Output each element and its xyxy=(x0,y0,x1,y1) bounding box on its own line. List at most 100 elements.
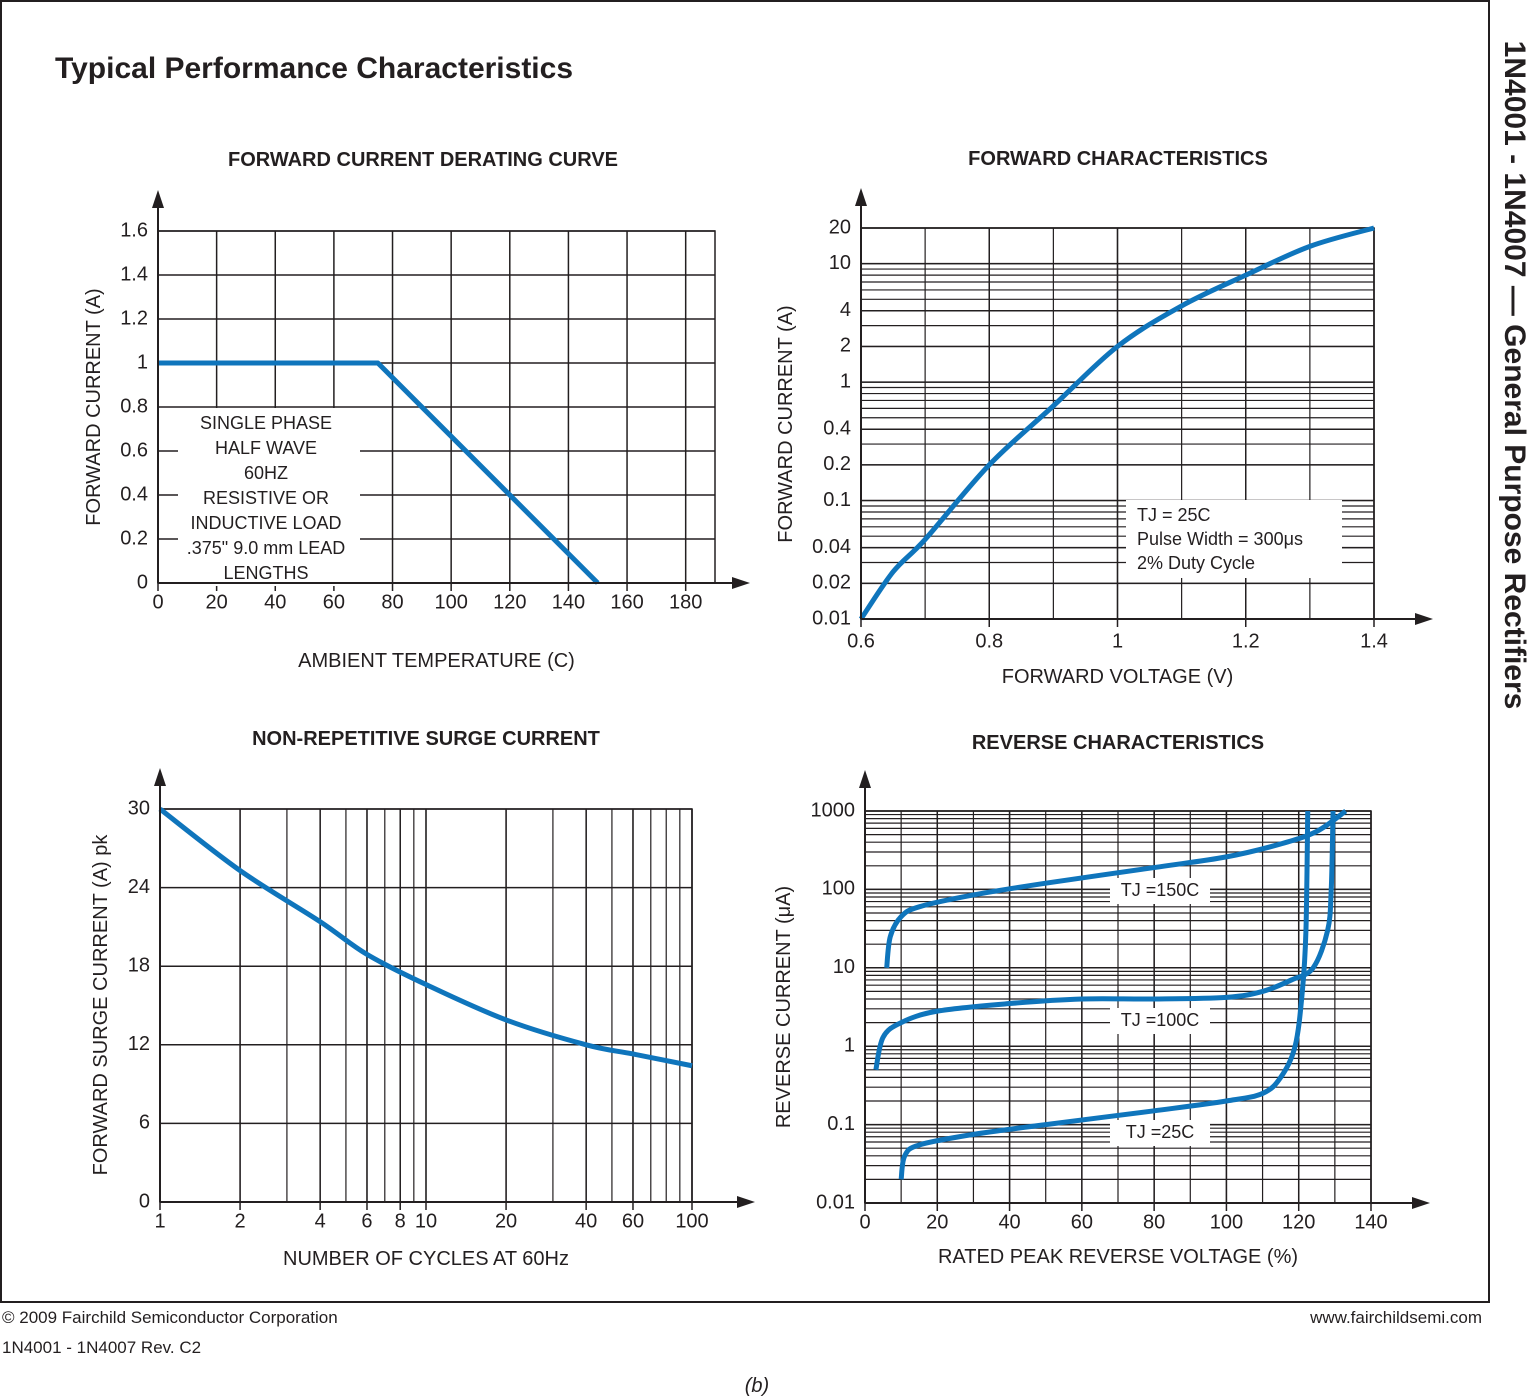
y-tick-label: 0.02 xyxy=(812,572,851,594)
y-axis-label: FORWARD CURRENT (A) xyxy=(775,305,797,542)
y-tick-label: 0.6 xyxy=(120,439,148,461)
y-tick-label: 1.2 xyxy=(120,307,148,329)
annotation: RESISTIVE OR xyxy=(203,488,329,508)
x-tick-label: 60 xyxy=(323,591,345,613)
x-axis-label: AMBIENT TEMPERATURE (C) xyxy=(298,650,575,672)
curve xyxy=(158,807,693,1069)
x-tick-label: 20 xyxy=(926,1211,948,1233)
y-axis-label: FORWARD CURRENT (A) xyxy=(83,288,105,525)
annotation: INDUCTIVE LOAD xyxy=(190,513,341,533)
x-tick-label: 140 xyxy=(1354,1211,1387,1233)
y-tick-label: 0.01 xyxy=(816,1191,855,1213)
annotation-bg xyxy=(178,408,360,586)
y-tick-label: 0.1 xyxy=(823,489,851,511)
y-tick-label: 1 xyxy=(844,1034,855,1056)
y-tick-label: 12 xyxy=(128,1033,150,1055)
x-tick-label: 2 xyxy=(235,1210,246,1232)
y-tick-label: 1 xyxy=(137,351,148,373)
annotation: SINGLE PHASE xyxy=(200,413,332,433)
x-tick-label: 80 xyxy=(381,591,403,613)
x-axis-arrow xyxy=(1412,1197,1430,1209)
y-tick-label: 0.04 xyxy=(812,536,851,558)
x-tick-label: 0 xyxy=(152,591,163,613)
y-tick-label: 1 xyxy=(840,370,851,392)
x-tick-label: 140 xyxy=(552,591,585,613)
y-tick-label: 20 xyxy=(829,216,851,238)
y-tick-label: 0 xyxy=(139,1190,150,1212)
annotation-bg xyxy=(1126,500,1342,578)
x-tick-label: 20 xyxy=(495,1210,517,1232)
y-tick-label: 1000 xyxy=(811,799,856,821)
y-tick-label: 0.8 xyxy=(120,395,148,417)
x-tick-label: 20 xyxy=(206,591,228,613)
y-tick-label: 18 xyxy=(128,954,150,976)
x-tick-label: 60 xyxy=(622,1210,644,1232)
y-tick-label: 100 xyxy=(822,878,855,900)
annotation: 2% Duty Cycle xyxy=(1137,553,1255,573)
x-tick-label: 40 xyxy=(264,591,286,613)
y-tick-label: 0.4 xyxy=(120,483,148,505)
y-tick-label: 6 xyxy=(139,1112,150,1134)
annotation: Pulse Width = 300μs xyxy=(1137,529,1303,549)
x-tick-label: 180 xyxy=(669,591,702,613)
curve xyxy=(158,360,600,585)
x-axis-label: RATED PEAK REVERSE VOLTAGE (%) xyxy=(938,1246,1298,1268)
y-axis-arrow xyxy=(154,768,166,786)
x-tick-label: 8 xyxy=(395,1210,406,1232)
x-tick-label: 6 xyxy=(361,1210,372,1232)
revision: 1N4001 - 1N4007 Rev. C2 xyxy=(2,1338,201,1357)
y-axis-arrow xyxy=(152,190,164,208)
page-title: Typical Performance Characteristics xyxy=(55,52,573,85)
annotation: .375" 9.0 mm LEAD xyxy=(187,538,345,558)
x-tick-label: 1 xyxy=(1112,630,1123,652)
x-tick-label: 100 xyxy=(434,591,467,613)
chart-title: REVERSE CHARACTERISTICS xyxy=(972,732,1264,754)
y-axis-label: REVERSE CURRENT (μA) xyxy=(773,886,795,1128)
curve-label: TJ =25C xyxy=(1126,1122,1195,1142)
y-tick-label: 0.1 xyxy=(827,1113,855,1135)
y-axis-arrow xyxy=(859,770,871,788)
chart: 0 20 40 60 80 100 120 140 160 180 0 0.2 0.4 0.6 0.8 1 1.… xyxy=(83,149,750,672)
x-axis-label: NUMBER OF CYCLES AT 60Hz xyxy=(283,1248,569,1270)
side-title: 1N4001 - 1N4007 — General Purpose Rectif… xyxy=(1498,41,1531,710)
curve xyxy=(898,810,1311,1180)
curve-label-bg xyxy=(1110,878,1210,904)
chart-title: NON-REPETITIVE SURGE CURRENT xyxy=(252,728,600,750)
y-tick-label: 0.2 xyxy=(120,527,148,549)
x-tick-label: 100 xyxy=(675,1210,708,1232)
y-tick-label: 0.2 xyxy=(823,453,851,475)
copyright: © 2009 Fairchild Semiconductor Corporati… xyxy=(2,1308,338,1327)
y-tick-label: 10 xyxy=(833,956,855,978)
y-tick-label: 24 xyxy=(128,876,150,898)
curve-label-bg xyxy=(1110,1008,1210,1034)
x-tick-label: 40 xyxy=(575,1210,597,1232)
y-tick-label: 1.6 xyxy=(120,219,148,241)
y-tick-label: 10 xyxy=(829,252,851,274)
x-tick-label: 4 xyxy=(315,1210,326,1232)
annotation: HALF WAVE xyxy=(215,438,317,458)
y-tick-label: 1.4 xyxy=(120,263,148,285)
x-tick-label: 40 xyxy=(998,1211,1020,1233)
curve-label: TJ =100C xyxy=(1121,1010,1200,1030)
curve-label: TJ =150C xyxy=(1121,880,1200,900)
website: www.fairchildsemi.com xyxy=(1309,1308,1482,1327)
x-axis-arrow xyxy=(737,1196,755,1208)
chart: 1 2 4 6 8 10 20 40 60 1000612182430NON-REPETITIVE… xyxy=(90,728,755,1270)
x-tick-label: 80 xyxy=(1143,1211,1165,1233)
chart-title: FORWARD CHARACTERISTICS xyxy=(968,148,1268,170)
x-tick-label: 1 xyxy=(154,1210,165,1232)
x-tick-label: 0.8 xyxy=(975,630,1003,652)
y-tick-label: 0.4 xyxy=(823,418,851,440)
chart: 0.6 0.8 1 1.2 1.4 0.01 0.02 0.04 0.1 0.2 0.4 1 2 4 10 2… xyxy=(775,148,1433,688)
x-tick-label: 160 xyxy=(610,591,643,613)
x-tick-label: 0 xyxy=(859,1211,870,1233)
x-tick-label: 120 xyxy=(493,591,526,613)
x-tick-label: 1.2 xyxy=(1232,630,1260,652)
y-tick-label: 0.01 xyxy=(812,607,851,629)
x-tick-label: 120 xyxy=(1282,1211,1315,1233)
x-tick-label: 60 xyxy=(1071,1211,1093,1233)
curve-label-bg xyxy=(1110,1120,1210,1146)
y-tick-label: 2 xyxy=(840,335,851,357)
